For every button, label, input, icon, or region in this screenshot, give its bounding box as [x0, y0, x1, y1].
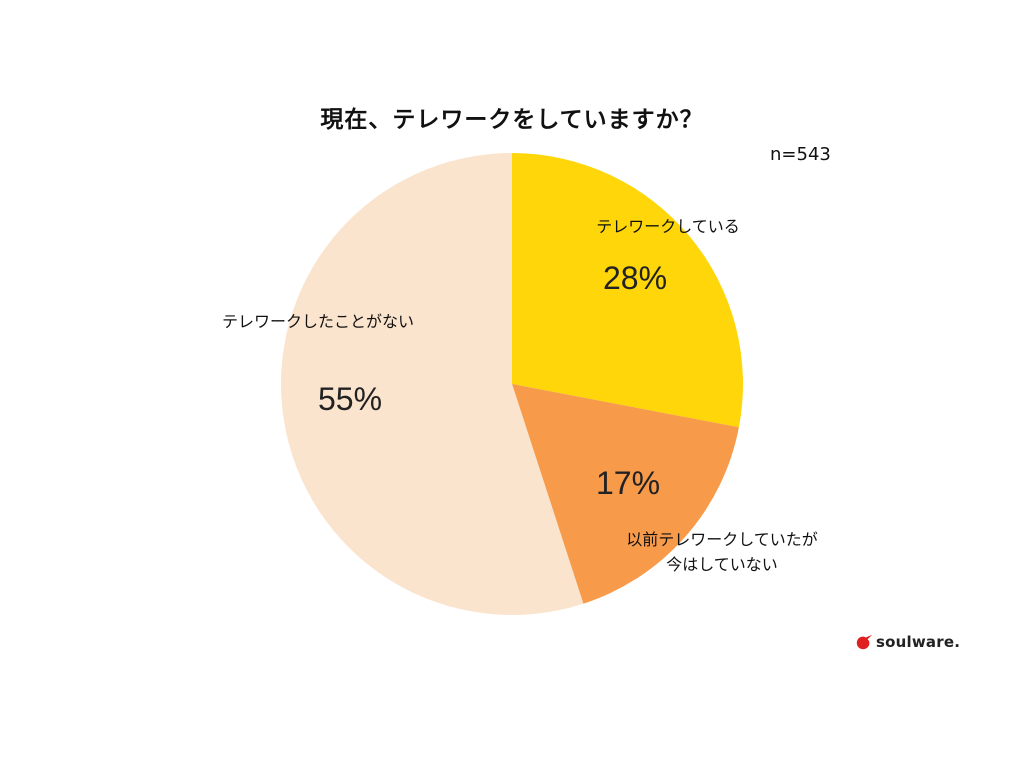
slice-category-label-2: 以前テレワークしていたが今はしていない	[626, 530, 818, 574]
sample-size-label: n=543	[770, 144, 831, 165]
slice-category-label-1: テレワークしている	[596, 217, 740, 236]
chart-title: 現在、テレワークをしていますか？	[320, 107, 704, 133]
slice-category-label-line: 今はしていない	[666, 555, 778, 574]
slice-category-label-line: テレワークしている	[596, 217, 740, 236]
slice-category-label-line: テレワークしたことがない	[222, 312, 414, 331]
pie-slice-2	[512, 384, 739, 604]
pie-labels: テレワークしている 28% 以前テレワークしていたが今はしていない 17% テレワークし…	[222, 217, 818, 574]
slice-category-label-line: 以前テレワークしていたが	[626, 530, 818, 549]
slice-value-label-3: 55%	[318, 381, 382, 417]
brand-mark-icon	[856, 634, 873, 650]
slice-value-label-2: 17%	[596, 465, 660, 501]
pie-slice-1	[512, 152, 744, 428]
pie-slices	[280, 152, 744, 615]
brand-logo: soulware.	[855, 633, 960, 651]
pie-slice-3	[280, 152, 584, 615]
slice-category-label-3: テレワークしたことがない	[222, 312, 414, 331]
slice-value-label-1: 28%	[603, 260, 667, 296]
brand-name: soulware.	[876, 633, 961, 651]
